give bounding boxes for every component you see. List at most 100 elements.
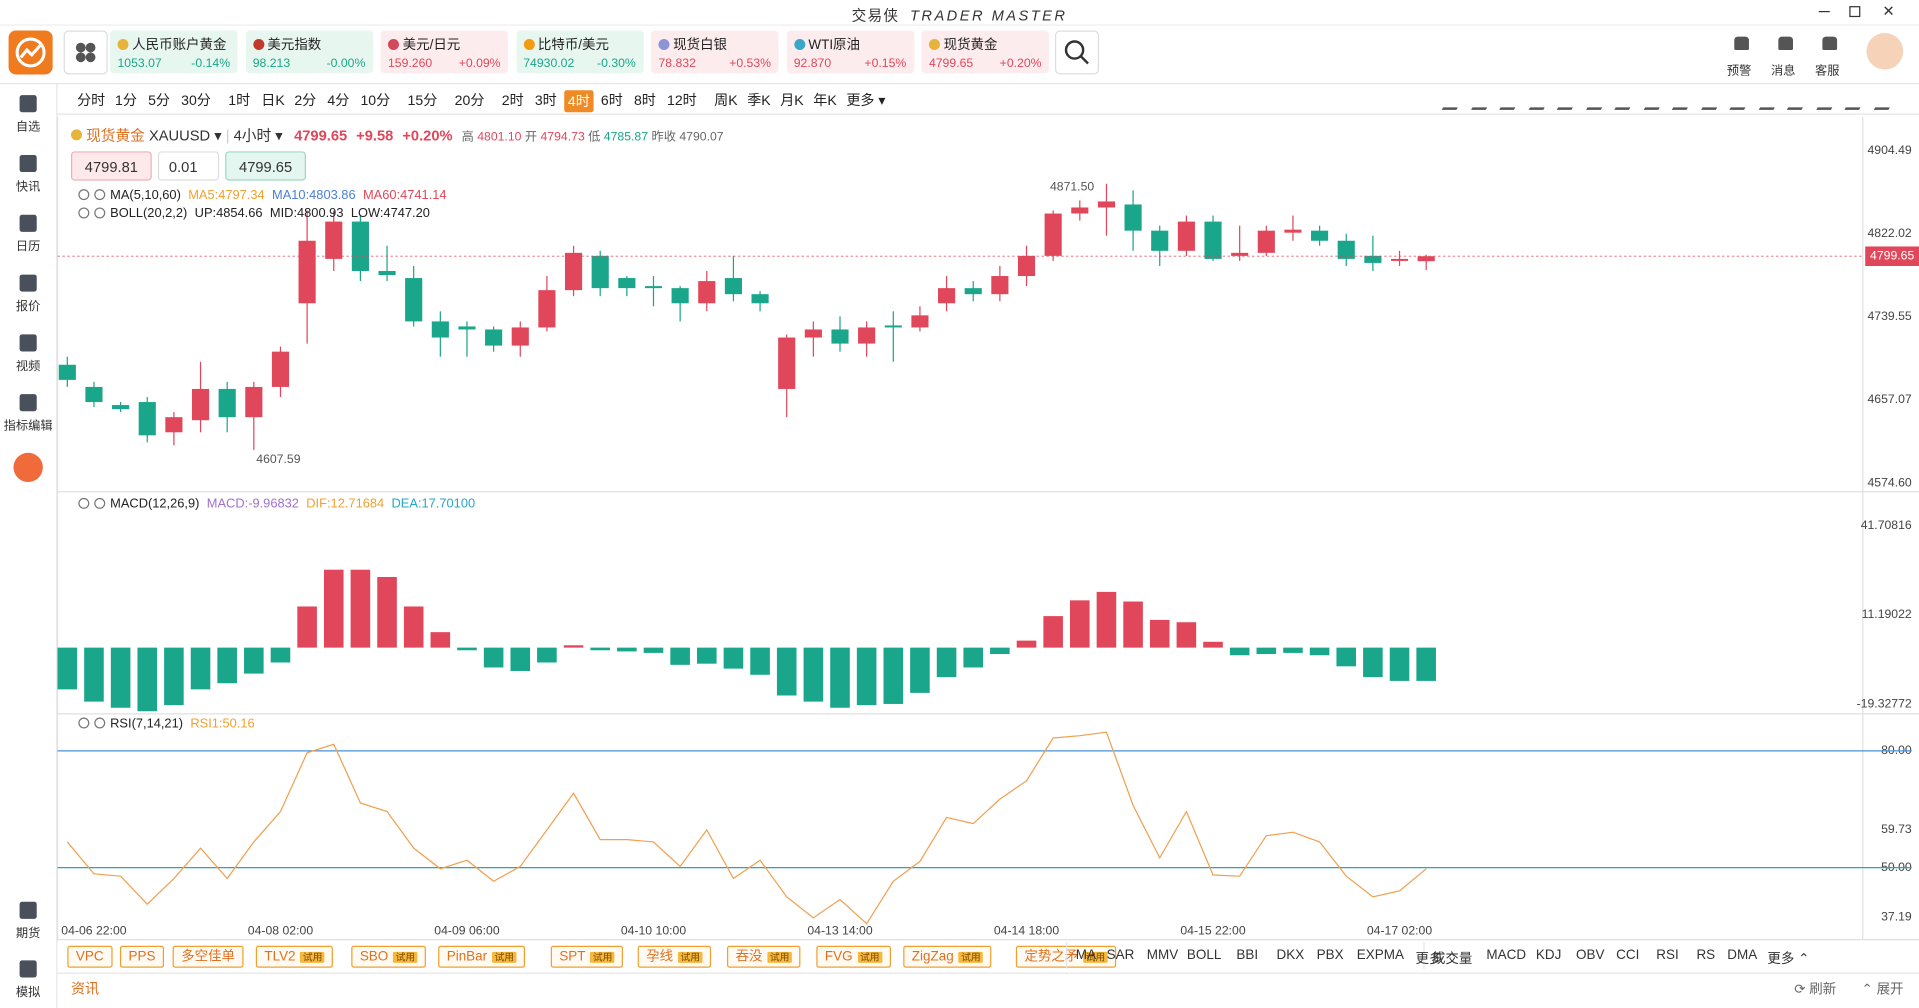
pattern-tag[interactable]: VPC xyxy=(67,945,113,968)
interval[interactable]: 日K xyxy=(261,93,285,109)
indicator[interactable]: 更多 ⌃ xyxy=(1415,951,1458,967)
indicator[interactable]: PBX xyxy=(1316,948,1344,963)
quantity[interactable]: 0.01 xyxy=(157,151,220,181)
ticker-card[interactable]: WTI原油 92.870 +0.15% xyxy=(786,30,914,74)
legend-item: MA60:4741.14 xyxy=(362,187,447,203)
sidebar-item[interactable]: 期货 xyxy=(0,901,56,941)
interval[interactable]: 更多 ▾ xyxy=(846,93,886,109)
symbol-period[interactable]: 4小时 xyxy=(233,126,272,144)
interval[interactable]: 6时 xyxy=(600,93,623,109)
interval[interactable]: 月K xyxy=(780,93,804,109)
ticker-name: 美元/日元 xyxy=(387,34,501,54)
pattern-tag[interactable]: SBO 试用 xyxy=(351,945,427,968)
change: +9.58 xyxy=(356,126,394,144)
top-icon[interactable] xyxy=(1822,36,1838,51)
bid-price[interactable]: 4799.81 xyxy=(70,151,152,181)
interval[interactable]: 2时 xyxy=(501,93,524,109)
indicator[interactable]: KDJ xyxy=(1535,948,1562,963)
ticker-value: 4799.65 xyxy=(928,57,974,71)
candle-body xyxy=(1124,204,1142,231)
grid-button[interactable] xyxy=(63,30,108,75)
ticker-card[interactable]: 美元指数 98.213 -0.00% xyxy=(245,30,373,74)
interval[interactable]: 4分 xyxy=(327,93,350,109)
expand-label: 展开 xyxy=(1876,982,1904,997)
indicator[interactable]: 成交量 xyxy=(1431,951,1473,967)
ticker-card[interactable]: 现货黄金 4799.65 +0.20% xyxy=(921,30,1049,74)
pattern-tag[interactable]: PPS xyxy=(119,945,165,968)
interval[interactable]: 4时 xyxy=(564,90,594,113)
sidebar-item[interactable]: 指标编辑 xyxy=(0,394,56,433)
pattern-tag[interactable]: 孕线 试用 xyxy=(637,945,712,968)
indicator[interactable]: MMV xyxy=(1146,948,1179,963)
replay-button[interactable] xyxy=(13,452,43,483)
indicator[interactable]: MA xyxy=(1075,948,1097,963)
sidebar-item[interactable]: 报价 xyxy=(0,274,56,314)
interval[interactable]: 10分 xyxy=(360,93,391,109)
indicator[interactable]: 更多 ⌃ xyxy=(1767,951,1810,967)
search-button[interactable] xyxy=(1055,30,1100,75)
sidebar-item[interactable]: 快讯 xyxy=(0,154,56,194)
interval[interactable]: 12时 xyxy=(667,93,697,109)
interval[interactable]: 周K xyxy=(714,93,738,109)
macd-bar xyxy=(377,576,397,648)
avatar[interactable] xyxy=(1866,32,1904,70)
ticker-name: 人民币账户黄金 xyxy=(117,34,230,54)
indicator[interactable]: DMA xyxy=(1727,948,1758,963)
indicator[interactable]: SAR xyxy=(1106,948,1135,963)
pattern-tag[interactable]: SPT 试用 xyxy=(550,945,624,968)
indicator[interactable]: EXPMA xyxy=(1356,948,1404,963)
ticker-card[interactable]: 现货白银 78.832 +0.53% xyxy=(651,30,779,74)
indicator[interactable]: CCI xyxy=(1616,948,1640,963)
pattern-tag[interactable]: ZigZag 试用 xyxy=(903,945,992,968)
close[interactable]: ✕ xyxy=(1882,2,1895,20)
sidebar-item[interactable]: 日历 xyxy=(0,214,56,254)
top-icon[interactable] xyxy=(1778,36,1794,51)
interval[interactable]: 5分 xyxy=(148,93,171,109)
minimize[interactable] xyxy=(1818,10,1830,13)
ask-price[interactable]: 4799.65 xyxy=(225,151,306,181)
interval[interactable]: 3时 xyxy=(534,93,557,109)
ticker-card[interactable]: 美元/日元 159.260 +0.09% xyxy=(380,30,508,74)
pattern-tag[interactable]: PinBar 试用 xyxy=(438,945,526,968)
interval[interactable]: 15分 xyxy=(407,93,438,109)
top-icon[interactable] xyxy=(1734,36,1749,51)
logo[interactable] xyxy=(8,30,53,75)
expand[interactable]: ⌃ 展开 xyxy=(1861,982,1904,997)
restore[interactable] xyxy=(1849,6,1861,18)
indicator[interactable]: RS xyxy=(1696,948,1716,963)
indicator[interactable]: MACD xyxy=(1486,948,1527,963)
pattern-tag[interactable]: FVG 试用 xyxy=(816,945,891,968)
ticker-change: +0.15% xyxy=(864,57,907,71)
pattern-tag[interactable]: TLV2 试用 xyxy=(255,945,334,968)
pattern-tag[interactable]: 吞没 试用 xyxy=(726,945,801,968)
macd-bar xyxy=(910,647,930,693)
indicator[interactable]: DKX xyxy=(1276,948,1305,963)
indicator[interactable]: BOLL xyxy=(1186,948,1222,963)
interval[interactable]: 20分 xyxy=(454,93,485,109)
refresh[interactable]: ⟳ 刷新 xyxy=(1794,982,1837,997)
grid-icon xyxy=(75,42,96,63)
pattern-tag[interactable]: 多空佳单 xyxy=(172,945,244,968)
news-tab[interactable]: 资讯 xyxy=(70,982,100,997)
interval[interactable]: 年K xyxy=(813,93,837,109)
indicator[interactable]: BBI xyxy=(1236,948,1259,963)
indicator[interactable]: RSI xyxy=(1656,948,1679,963)
tag-name: 定势之矛 xyxy=(1024,949,1079,965)
ticker-label: 美元指数 xyxy=(267,37,322,53)
interval[interactable]: 分时 xyxy=(77,93,106,109)
interval[interactable]: 1分 xyxy=(115,93,137,109)
interval[interactable]: 2分 xyxy=(294,93,317,109)
ticker-card[interactable]: 比特币/美元 74930.02 -0.30% xyxy=(515,30,644,74)
interval[interactable]: 30分 xyxy=(181,93,211,109)
sidebar-item[interactable]: 视频 xyxy=(0,334,56,373)
interval[interactable]: 季K xyxy=(747,93,771,109)
tag-badge: 试用 xyxy=(492,951,517,963)
y-tick-label: 41.70816 xyxy=(1861,518,1912,532)
ticker-card[interactable]: 人民币账户黄金 1053.07 -0.14% xyxy=(110,30,238,74)
sidebar-item[interactable]: 模拟 xyxy=(0,960,56,999)
interval[interactable]: 8时 xyxy=(633,93,656,109)
symbol-code: XAUUSD xyxy=(148,126,211,144)
sidebar-item[interactable]: 自选 xyxy=(0,95,56,134)
indicator[interactable]: OBV xyxy=(1576,948,1605,963)
interval[interactable]: 1时 xyxy=(228,93,251,109)
